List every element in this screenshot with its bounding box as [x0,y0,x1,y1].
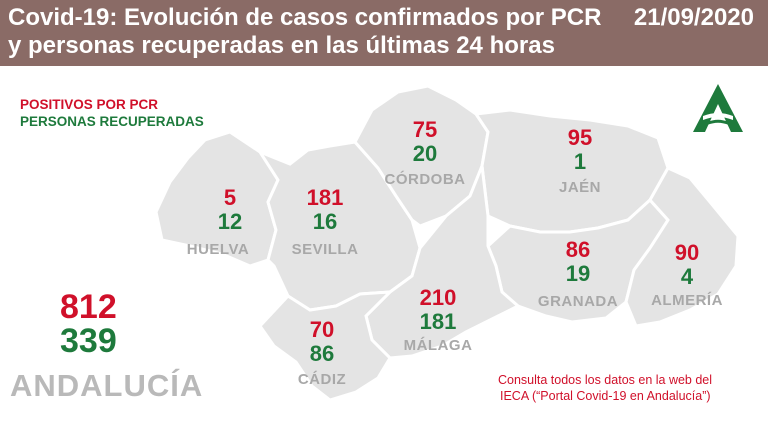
cadiz-positivos: 70 [309,317,335,342]
jaen-positivos: 95 [567,125,593,150]
andalucia-map [154,84,740,402]
total-recuperadas: 339 [60,322,117,360]
province-cadiz: 70 86 CÁDIZ [282,318,362,390]
source-note: Consulta todos los datos en la web del I… [498,372,760,404]
cordoba-name: CÓRDOBA [384,171,466,188]
province-granada: 86 19 GRANADA [528,238,628,312]
province-almeria: 90 4 ALMERÍA [642,241,732,311]
map-region-almeria [624,166,740,328]
legend-recuperadas: PERSONAS RECUPERADAS [20,114,204,129]
huelva-recuperadas: 12 [217,209,243,234]
cordoba-recuperadas: 20 [412,141,438,166]
cadiz-name: CÁDIZ [297,371,347,388]
legend-positivos: POSITIVOS POR PCR [20,97,159,112]
jaen-recuperadas: 1 [573,149,587,174]
almeria-recuperadas: 4 [680,264,694,289]
province-malaga: 210 181 MÁLAGA [398,286,478,356]
province-huelva: 5 12 HUELVA [187,185,260,260]
malaga-name: MÁLAGA [403,337,473,354]
huelva-name: HUELVA [186,241,250,258]
page-title: Covid-19: Evolución de casos confirmados… [8,4,602,59]
malaga-recuperadas: 181 [419,309,457,334]
granada-positivos: 86 [565,237,591,262]
almeria-positivos: 90 [674,240,700,265]
province-cordoba: 75 20 CÓRDOBA [380,118,470,190]
header-bar: Covid-19: Evolución de casos confirmados… [0,0,768,66]
junta-de-andalucia-logo-icon [693,84,743,132]
cadiz-recuperadas: 86 [309,341,335,366]
almeria-name: ALMERÍA [651,292,723,309]
granada-recuperadas: 19 [565,261,591,286]
sevilla-recuperadas: 16 [312,209,338,234]
legend: POSITIVOS POR PCR PERSONAS RECUPERADAS [20,96,204,130]
source-note-line-2: IECA (“Portal Covid-19 en Andalucía”) [500,389,711,403]
province-jaen: 95 1 JAÉN [540,126,620,198]
sevilla-positivos: 181 [306,185,344,210]
region-name: ANDALUCÍA [10,368,204,403]
report-date: 21/09/2020 [633,4,754,31]
sevilla-name: SEVILLA [291,241,359,258]
total-positivos: 812 [60,288,117,326]
huelva-positivos: 5 [223,185,237,210]
map-region-cadiz [258,290,394,402]
province-sevilla: 181 16 SEVILLA [285,186,365,260]
granada-name: GRANADA [537,293,619,310]
cordoba-positivos: 75 [412,117,438,142]
source-note-line-1: Consulta todos los datos en la web del [498,373,713,387]
jaen-name: JAÉN [558,179,601,196]
malaga-positivos: 210 [419,285,457,310]
total-andalucia: 812 339 [60,290,117,358]
